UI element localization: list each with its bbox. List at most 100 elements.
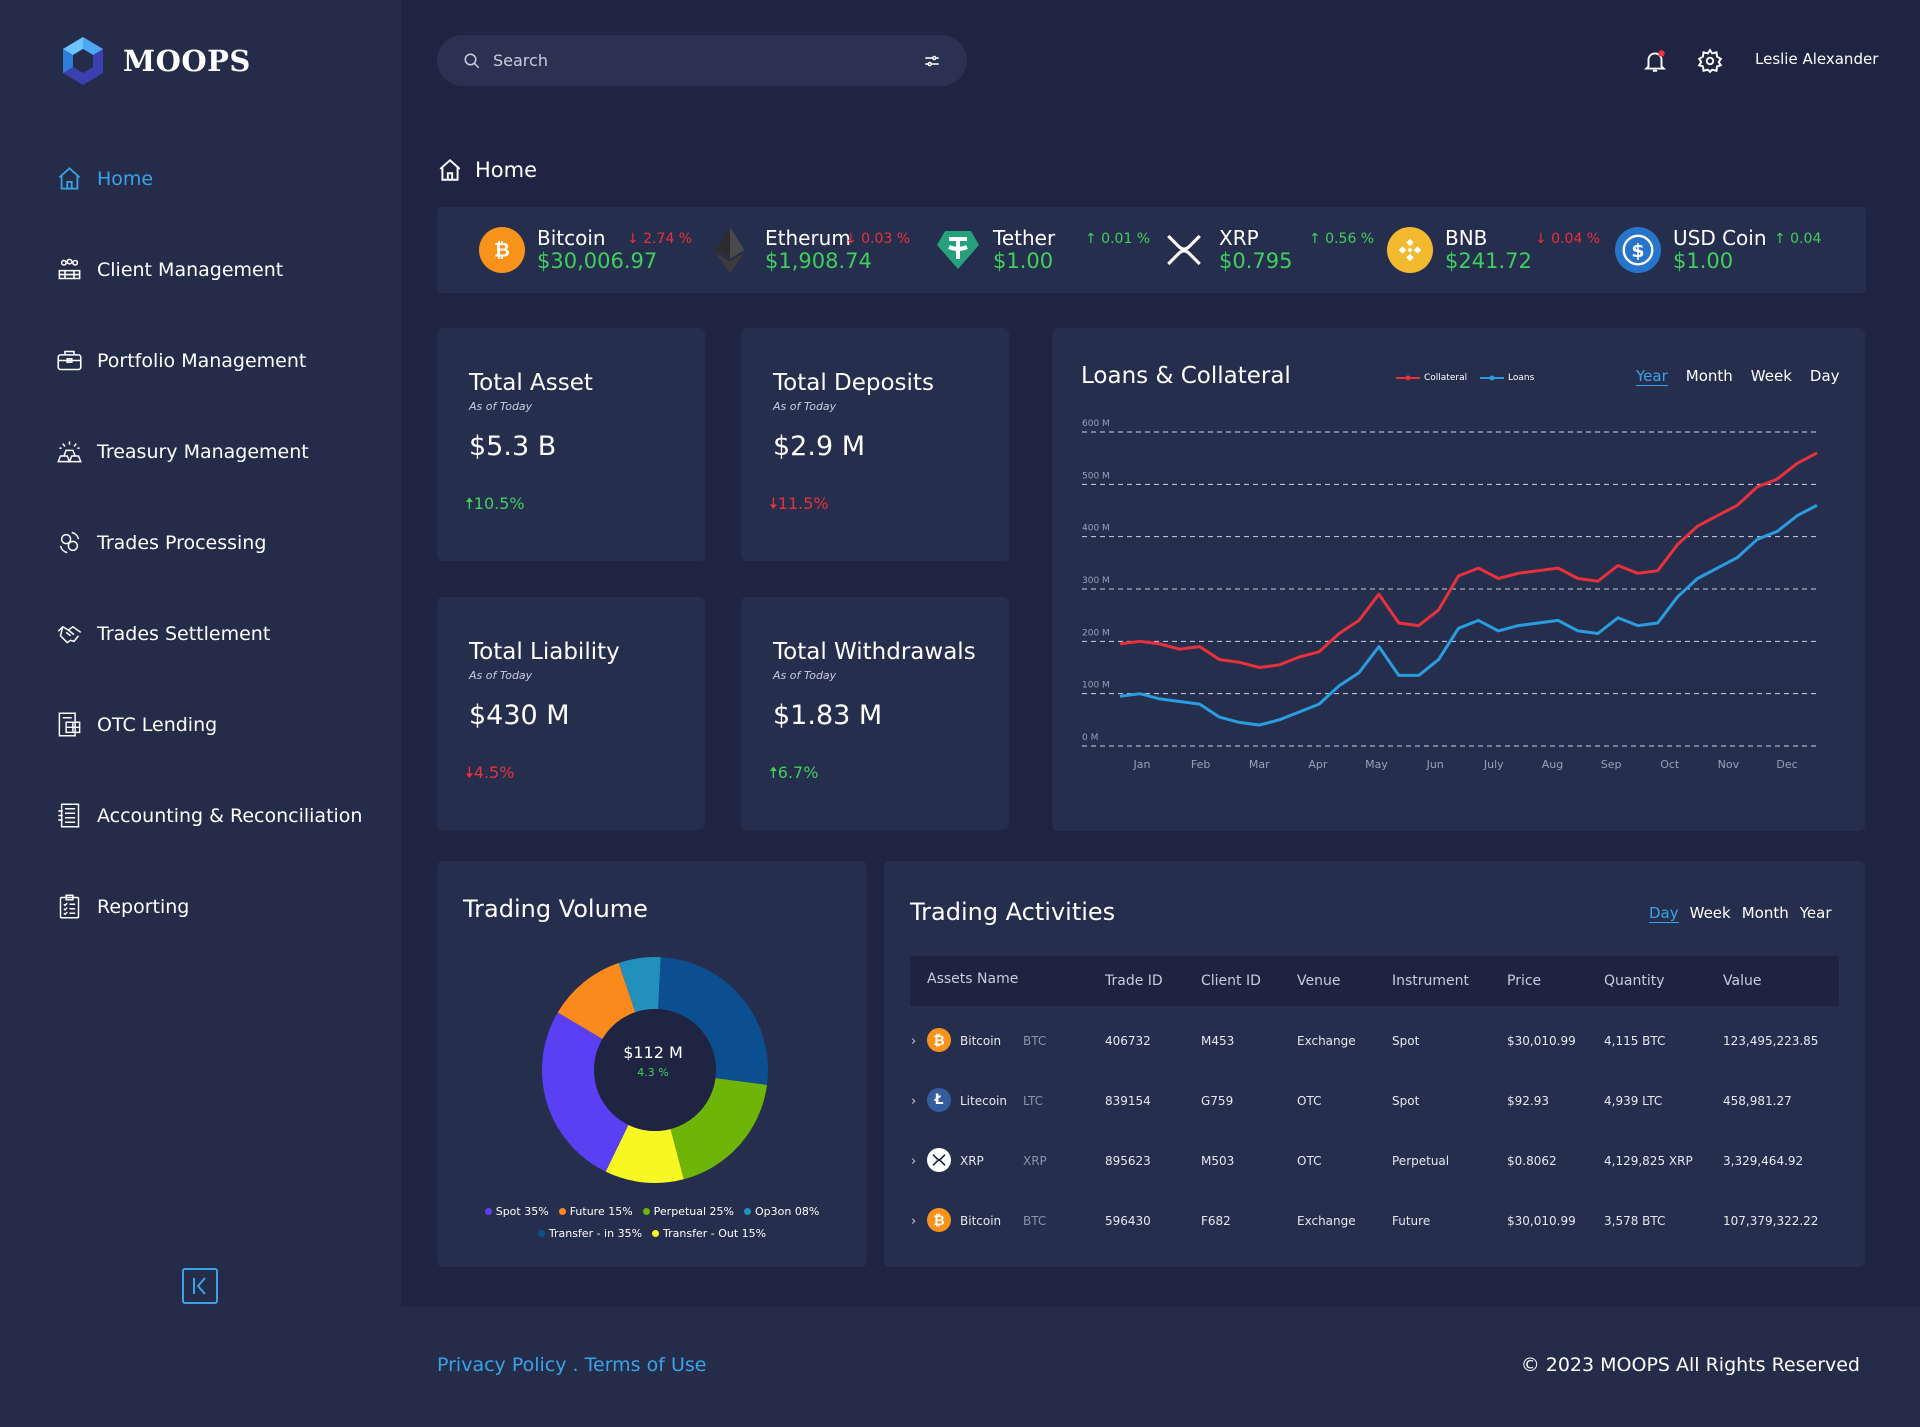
collapse-sidebar-button[interactable] (182, 1268, 218, 1304)
ledger-icon (55, 802, 83, 830)
table-row[interactable]: › ₿ Bitcoin BTC 596430 F682 Exchange Fut… (910, 1192, 1839, 1252)
legend-label: Loans (1508, 373, 1535, 383)
stat-card-total-asset[interactable]: Total Asset As of Today $5.3 B 🠅10.5% (437, 328, 705, 561)
clipboard-icon (55, 893, 83, 921)
table-row[interactable]: › XRP XRP 895623 M503 OTC Perpetual $0.8… (910, 1132, 1839, 1192)
y-tick-label: 500 M (1082, 471, 1110, 481)
y-tick-label: 100 M (1082, 681, 1110, 691)
column-header[interactable]: Instrument (1392, 973, 1470, 989)
tab-year[interactable]: Year (1799, 904, 1832, 922)
coin-price: $30,006.97 (537, 249, 658, 273)
asset-ticker: LTC (1023, 1094, 1044, 1108)
home-icon (55, 165, 83, 193)
series-line-collateral[interactable] (1119, 451, 1818, 669)
search-bar[interactable] (437, 35, 967, 86)
coin-change: ↓ 0.03 % (845, 231, 911, 247)
column-header[interactable]: Value (1723, 973, 1762, 989)
ethereum-icon (707, 227, 753, 273)
coin-change: ↑ 0.01 % (1085, 231, 1151, 247)
privacy-policy-link[interactable]: Privacy Policy (437, 1354, 567, 1376)
sidebar-item-treasury-management[interactable]: Treasury Management (55, 406, 362, 497)
pie-legend-row-1: Spot 35% Future 15% Perpetual 25% Op3on … (437, 1205, 867, 1218)
lending-icon (55, 711, 83, 739)
tab-day[interactable]: Day (1809, 367, 1840, 385)
tab-month[interactable]: Month (1741, 904, 1789, 922)
client-id: G759 (1201, 1094, 1234, 1108)
sidebar-item-trades-processing[interactable]: Trades Processing (55, 497, 362, 588)
user-name[interactable]: Leslie Alexander (1755, 50, 1879, 68)
stat-card-total-deposits[interactable]: Total Deposits As of Today $2.9 M 🠇11.5% (741, 328, 1009, 561)
slice-perpetual[interactable] (670, 1078, 768, 1180)
tab-year[interactable]: Year (1636, 367, 1668, 386)
ticker-item-usd-coin[interactable]: $ USD Coin $1.00 ↑ 0.04 (1615, 227, 1821, 273)
sidebar-item-otc-lending[interactable]: OTC Lending (55, 679, 362, 770)
tab-week[interactable]: Week (1689, 904, 1731, 922)
asset-name: Bitcoin (960, 1214, 1002, 1228)
venue: Exchange (1297, 1214, 1356, 1228)
slice-spot[interactable] (542, 1012, 629, 1172)
moops-logo-icon (63, 37, 103, 85)
x-tick-label: Nov (1718, 758, 1740, 771)
table-row[interactable]: › Ł Litecoin LTC 839154 G759 OTC Spot $9… (910, 1072, 1839, 1132)
ticker-item-ethereum[interactable]: Etherum $1,908.74 ↓ 0.03 % (707, 227, 910, 273)
terms-of-use-link[interactable]: Terms of Use (584, 1354, 707, 1376)
slice-transfer-in[interactable] (658, 957, 768, 1085)
sidebar-item-trades-settlement[interactable]: Trades Settlement (55, 588, 362, 679)
column-header[interactable]: Trade ID (1105, 973, 1163, 989)
stat-value: $430 M (469, 700, 570, 731)
ticker-item-bnb[interactable]: BNB $241.72 ↓ 0.04 % (1387, 227, 1600, 273)
crypto-ticker: ₿ Bitcoin $30,006.97 ↓ 2.74 % Etherum $1,9… (437, 207, 1866, 293)
tab-day[interactable]: Day (1649, 904, 1679, 923)
chevron-right-icon[interactable]: › (911, 1034, 917, 1049)
column-header[interactable]: Venue (1297, 973, 1341, 989)
notification-bell-icon[interactable] (1642, 48, 1668, 74)
stat-subtitle: As of Today (469, 669, 533, 682)
breadcrumb: Home (437, 157, 537, 183)
series-line-loans[interactable] (1119, 503, 1818, 727)
search-input[interactable] (493, 51, 923, 70)
slice-future[interactable] (557, 963, 636, 1039)
coin-price: $1,908.74 (765, 249, 872, 273)
x-tick-label: Aug (1542, 758, 1563, 771)
stat-value: $2.9 M (773, 431, 865, 462)
column-header[interactable]: Price (1507, 973, 1542, 989)
asset-ticker: XRP (1023, 1154, 1047, 1168)
venue: OTC (1297, 1154, 1322, 1168)
tab-week[interactable]: Week (1750, 367, 1792, 385)
chevron-right-icon[interactable]: › (911, 1214, 917, 1229)
sidebar-item-reporting[interactable]: Reporting (55, 861, 362, 952)
loans-collateral-chart: 0 M 100 M 200 M 300 M 400 M 500 M 600 M Jan Feb M… (1082, 419, 1818, 771)
ticker-item-bitcoin[interactable]: ₿ Bitcoin $30,006.97 ↓ 2.74 % (479, 227, 692, 273)
slice-transfer-out[interactable] (605, 1124, 684, 1183)
filter-icon[interactable] (923, 52, 941, 70)
svg-text:$: $ (1631, 240, 1644, 262)
sidebar-item-client-management[interactable]: Client Management (55, 224, 362, 315)
price: $92.93 (1507, 1094, 1549, 1108)
collapse-icon (193, 1277, 206, 1295)
column-header[interactable]: Quantity (1604, 973, 1665, 989)
quantity: 3,578 BTC (1604, 1214, 1666, 1228)
tab-month[interactable]: Month (1685, 367, 1733, 385)
ticker-item-xrp[interactable]: XRP $0.795 ↑ 0.56 % (1161, 227, 1374, 273)
sidebar-item-portfolio-management[interactable]: Portfolio Management (55, 315, 362, 406)
ticker-item-tether[interactable]: Tether $1.00 ↑ 0.01 % (935, 227, 1150, 273)
sidebar-item-accounting-reconciliation[interactable]: Accounting & Reconciliation (55, 770, 362, 861)
table-row[interactable]: › ₿ Bitcoin BTC 406732 M453 Exchange Spo… (910, 1012, 1839, 1072)
sidebar-item-home[interactable]: Home (55, 133, 362, 224)
column-header[interactable]: Assets Name (927, 971, 1019, 987)
stat-card-total-liability[interactable]: Total Liability As of Today $430 M 🠇4.5% (437, 597, 705, 830)
coin-change: ↑ 0.04 (1774, 231, 1822, 247)
stat-card-total-withdrawals[interactable]: Total Withdrawals As of Today $1.83 M 🠅6… (741, 597, 1009, 830)
stat-value: $5.3 B (469, 431, 557, 462)
bitcoin-icon: ₿ (479, 227, 525, 273)
instrument: Perpetual (1392, 1154, 1450, 1168)
chevron-right-icon[interactable]: › (911, 1154, 917, 1169)
column-header[interactable]: Client ID (1201, 973, 1261, 989)
app-logo[interactable]: MOOPS (55, 33, 251, 89)
slice-option[interactable] (618, 957, 661, 1013)
chevron-right-icon[interactable]: › (911, 1094, 917, 1109)
trading-volume-title: Trading Volume (463, 895, 648, 923)
settings-gear-icon[interactable] (1697, 48, 1723, 74)
legend-collateral: Collateral (1396, 373, 1467, 383)
legend-item-perpetual: Perpetual 25% (642, 1205, 734, 1218)
